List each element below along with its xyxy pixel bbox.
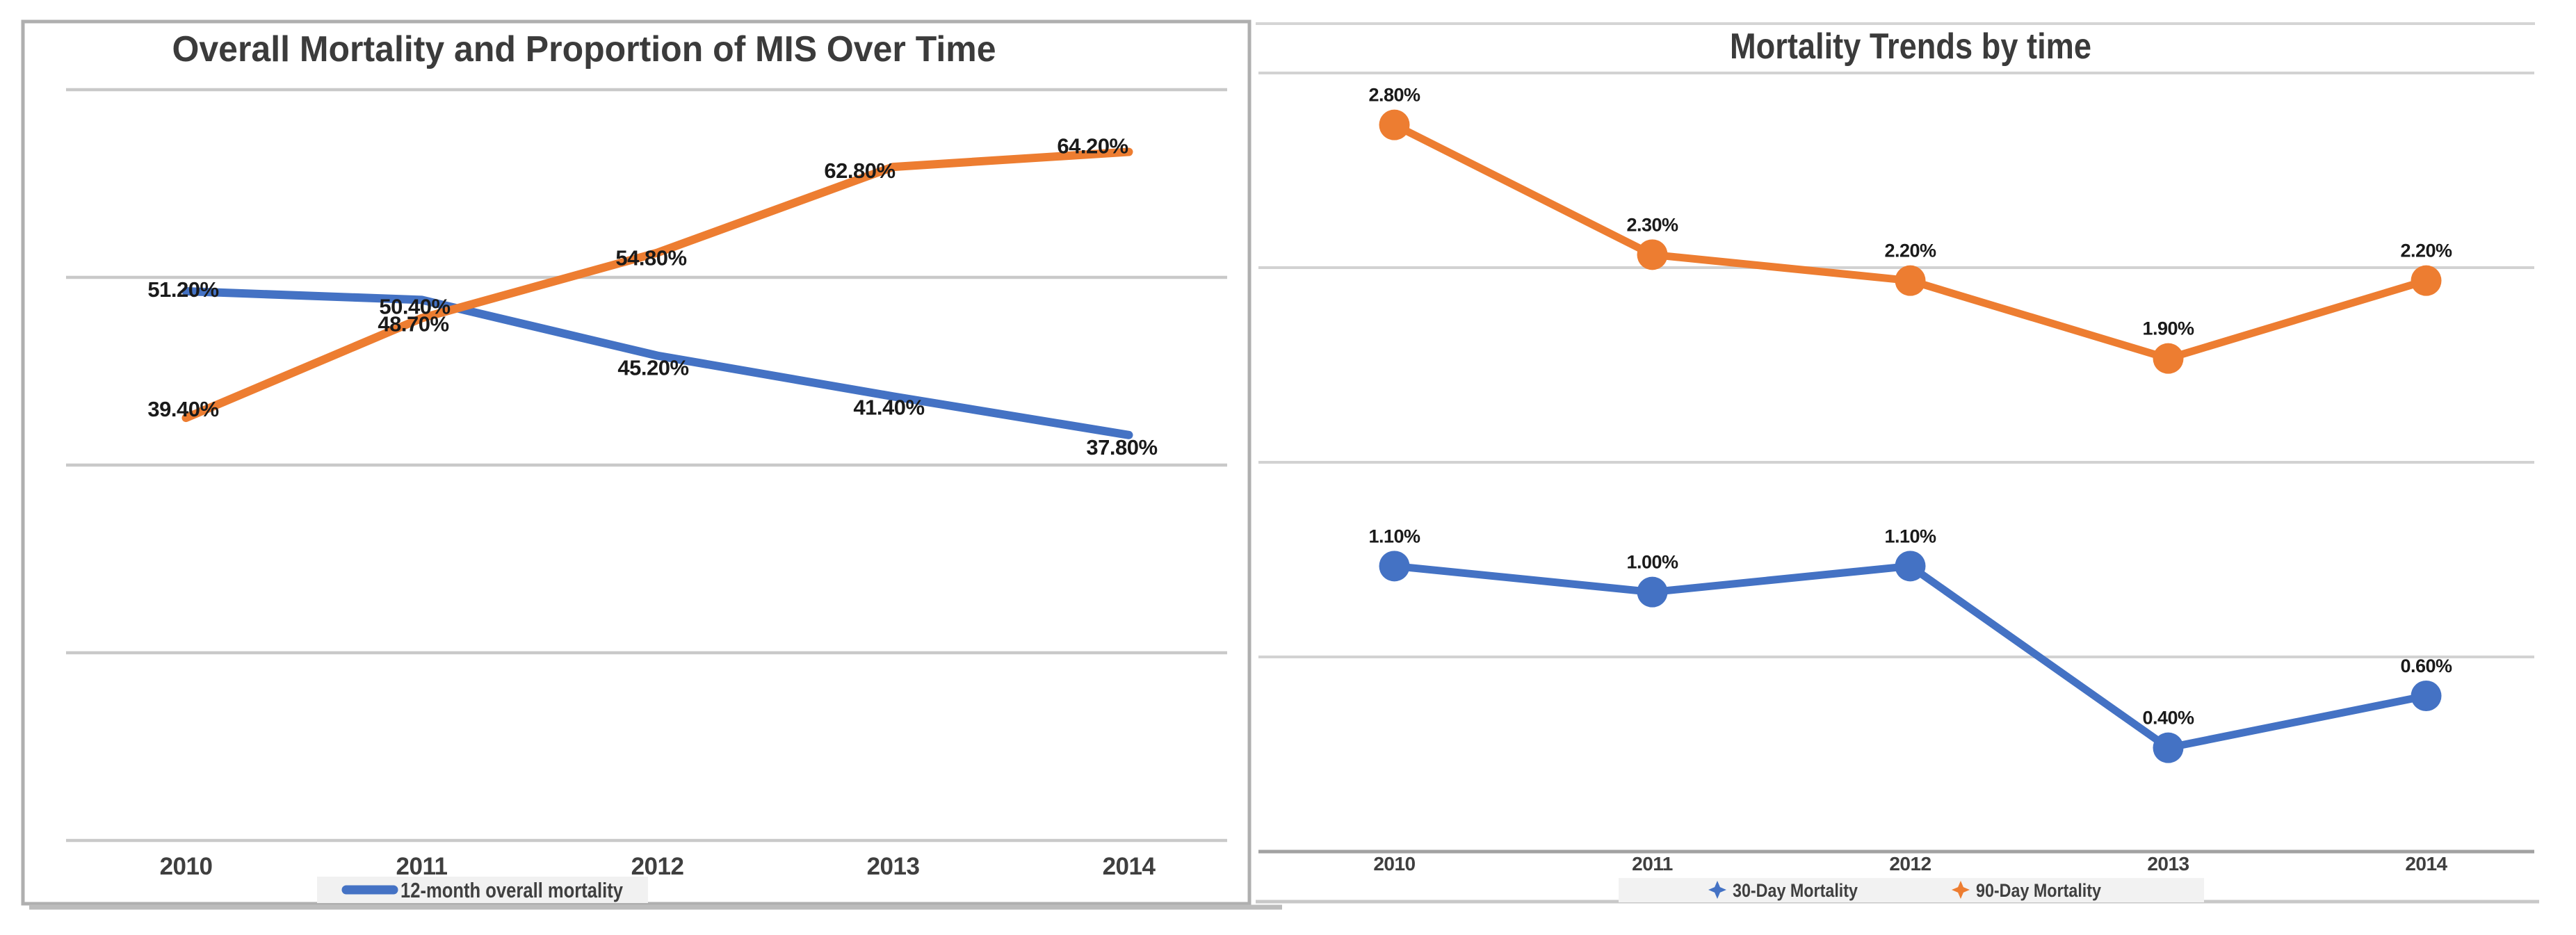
series-marker-orange	[1379, 109, 1410, 140]
data-label: 45.20%	[617, 356, 688, 380]
series-line-blue	[181, 287, 1133, 439]
right-legend-label-90-day: 90-Day Mortality	[1976, 880, 2101, 901]
right-chart-data-labels: 1.10% 1.00% 1.10% 0.40% 0.60% 2.80% 2.30% 2.20%…	[1368, 85, 2452, 729]
x-axis-label: 2012	[1889, 853, 1931, 875]
right-legend-diamond-30-day	[1708, 881, 1726, 899]
data-label: 1.10%	[1368, 526, 1420, 546]
left-chart-title: Overall Mortality and Proportion of MIS …	[172, 29, 996, 70]
right-legend-background	[1619, 878, 2204, 902]
x-axis-label: 2013	[2147, 853, 2189, 875]
series-marker-orange	[2411, 265, 2442, 296]
x-axis-label: 2014	[2405, 853, 2447, 875]
right-chart-title: Mortality Trends by time	[1730, 26, 2091, 67]
data-label: 37.80%	[1086, 435, 1157, 460]
data-label: 1.90%	[2142, 318, 2194, 339]
data-label: 51.20%	[147, 277, 218, 302]
left-chart-data-labels: 51.20% 50.40% 45.20% 41.40% 37.80% 39.40% 48.7…	[147, 133, 1158, 460]
right-chart-gridlines	[1258, 72, 2534, 854]
x-axis-label: 2011	[1632, 853, 1673, 875]
data-label: 62.80%	[824, 158, 895, 183]
left-chart-panel	[21, 19, 1251, 906]
data-label: 2.20%	[2400, 241, 2452, 261]
series-marker-blue	[2153, 732, 2184, 763]
series-marker-blue	[1379, 551, 1410, 582]
data-label: 39.40%	[147, 397, 218, 421]
series-marker-orange	[2153, 343, 2184, 374]
left-chart-gridlines	[66, 88, 1227, 843]
data-label: 2.30%	[1626, 214, 1678, 235]
series-marker-orange	[1637, 239, 1668, 270]
x-axis-label: 2010	[1373, 853, 1415, 875]
data-label: 41.40%	[853, 395, 924, 419]
x-axis-label: 2012	[631, 853, 684, 880]
right-legend-diamond-90-day	[1952, 881, 1970, 899]
right-chart-x-axis-labels: 2010 2011 2012 2013 2014	[1373, 853, 2448, 875]
series-line-orange	[181, 147, 1133, 423]
series-marker-blue	[2411, 681, 2442, 712]
data-label: 64.20%	[1057, 133, 1128, 158]
x-axis-label: 2011	[396, 853, 448, 880]
data-label: 2.80%	[1368, 85, 1420, 106]
data-label: 2.20%	[1884, 241, 1936, 261]
data-label: 0.60%	[2400, 656, 2452, 676]
data-label: 50.40%	[379, 294, 450, 318]
right-legend-label-30-day: 30-Day Mortality	[1733, 880, 1858, 901]
data-label: 48.70%	[378, 312, 448, 336]
data-label: 1.10%	[1884, 526, 1936, 546]
right-chart-series-lines	[1379, 109, 2442, 763]
data-label: 54.80%	[615, 246, 686, 270]
left-chart-legend: 12-month overall mortality	[317, 877, 648, 903]
series-marker-blue	[1895, 551, 1926, 582]
x-axis-label: 2014	[1103, 853, 1156, 880]
right-chart-legend: 30-Day Mortality 90-Day Mortality	[1619, 878, 2204, 902]
data-label: 1.00%	[1626, 552, 1678, 573]
series-marker-orange	[1895, 265, 1926, 296]
x-axis-label: 2013	[867, 853, 920, 880]
series-marker-blue	[1637, 576, 1668, 608]
left-chart-series-lines	[181, 147, 1133, 439]
data-label: 0.40%	[2142, 708, 2194, 729]
left-chart-x-axis-labels: 2010 2011 2012 2013 2014	[160, 853, 1156, 880]
left-legend-label: 12-month overall mortality	[400, 878, 624, 902]
x-axis-label: 2010	[160, 853, 213, 880]
